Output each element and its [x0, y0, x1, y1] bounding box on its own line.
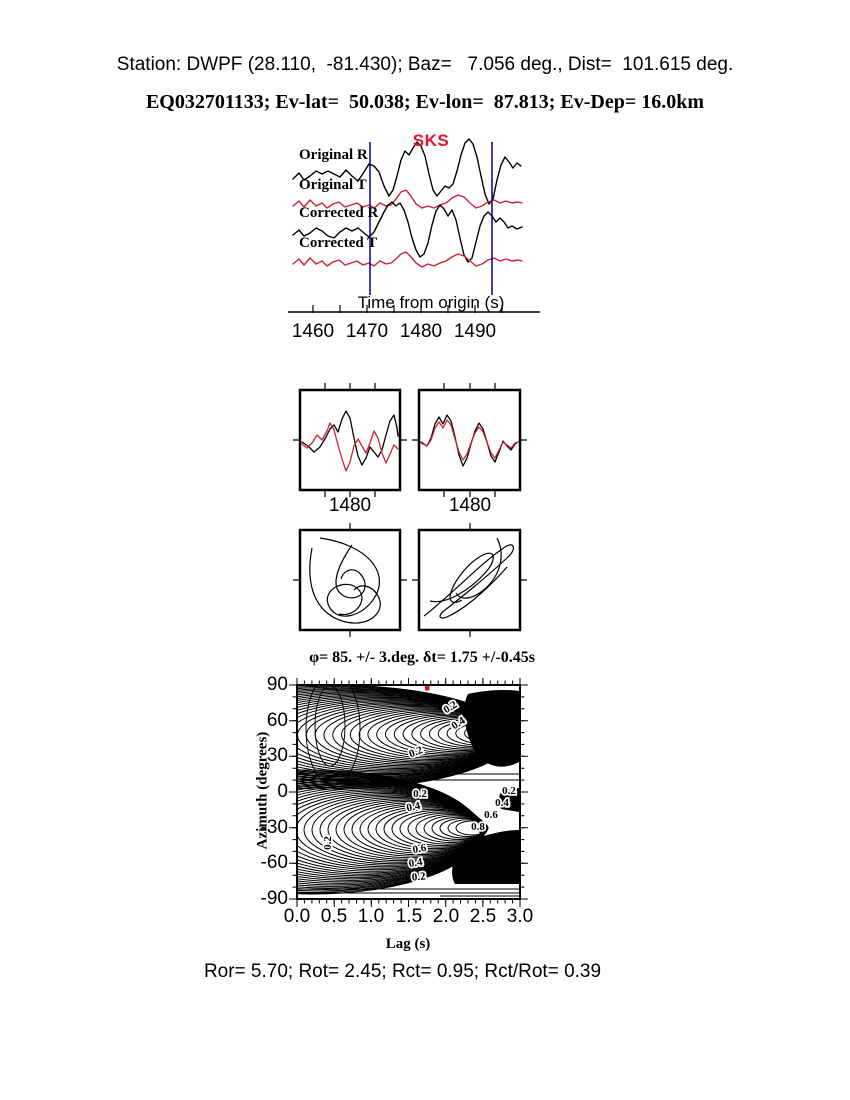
result-title: φ= 85. +/- 3.deg. δt= 1.75 +/-0.45s — [309, 649, 535, 666]
ytick-60: 60 — [266, 710, 288, 731]
trace-label-original-t: Original T — [299, 177, 367, 193]
xtick-30: 3.0 — [506, 906, 534, 927]
ytick-m30: -30 — [260, 817, 288, 838]
comparison-boxes — [293, 383, 527, 497]
xtick-10: 1.0 — [357, 906, 385, 927]
trace-label-original-r: Original R — [299, 147, 368, 163]
contour-ticks — [289, 678, 528, 907]
time-axis-label: Time from origin (s) — [357, 293, 505, 312]
svg-text:0.4: 0.4 — [405, 800, 421, 815]
trace-label-corrected-r: Corrected R — [299, 205, 379, 221]
ytick-m90: -90 — [260, 888, 288, 909]
event-header: EQ032701133; Ev-lat= 50.038; Ev-lon= 87.… — [145, 91, 705, 113]
svg-text:0.8: 0.8 — [471, 821, 485, 833]
compare-left-tick: 1480 — [328, 495, 372, 516]
ytick-30: 30 — [266, 745, 288, 766]
xtick-25: 2.5 — [469, 906, 497, 927]
svg-text:0.2: 0.2 — [502, 785, 516, 797]
xtick-05: 0.5 — [320, 906, 348, 927]
xtick-15: 1.5 — [395, 906, 423, 927]
energy-ratio-stats: Ror= 5.70; Rot= 2.45; Rct= 0.95; Rct/Rot… — [203, 961, 602, 982]
particle-motion-curves — [309, 537, 514, 624]
contour-surface — [298, 686, 519, 897]
time-tick-1490: 1490 — [453, 321, 497, 342]
time-tick-1480: 1480 — [399, 321, 443, 342]
fast-slow-comparison-traces — [301, 410, 519, 472]
svg-text:0.2: 0.2 — [413, 788, 427, 800]
svg-text:0.2: 0.2 — [322, 836, 334, 850]
contour-level-labels: 0.20.40.20.20.40.2 0.60.40.20.20.40.60.8 — [320, 686, 518, 885]
compare-right-tick: 1480 — [448, 495, 492, 516]
svg-text:0.4: 0.4 — [495, 797, 509, 809]
svg-text:0.6: 0.6 — [484, 809, 498, 821]
time-axis — [288, 305, 540, 313]
ytick-m60: -60 — [260, 852, 288, 873]
phase-label-sks: SKS — [412, 131, 450, 150]
xtick-20: 2.0 — [432, 906, 460, 927]
time-tick-1460: 1460 — [291, 321, 335, 342]
seismogram-traces — [292, 138, 523, 295]
trace-label-corrected-t: Corrected T — [299, 235, 378, 251]
svg-text:0.2: 0.2 — [411, 870, 426, 883]
station-header: Station: DWPF (28.110, -81.430); Baz= 7.… — [116, 54, 734, 75]
particle-motion-boxes — [293, 523, 527, 637]
time-tick-1470: 1470 — [345, 321, 389, 342]
svg-text:0.4: 0.4 — [408, 856, 424, 870]
xtick-0: 0.0 — [283, 906, 311, 927]
lag-axis-label: Lag (s) — [385, 936, 431, 952]
ytick-0: 0 — [277, 781, 288, 802]
ytick-90: 90 — [266, 674, 288, 695]
svg-text:0.6: 0.6 — [412, 842, 428, 856]
